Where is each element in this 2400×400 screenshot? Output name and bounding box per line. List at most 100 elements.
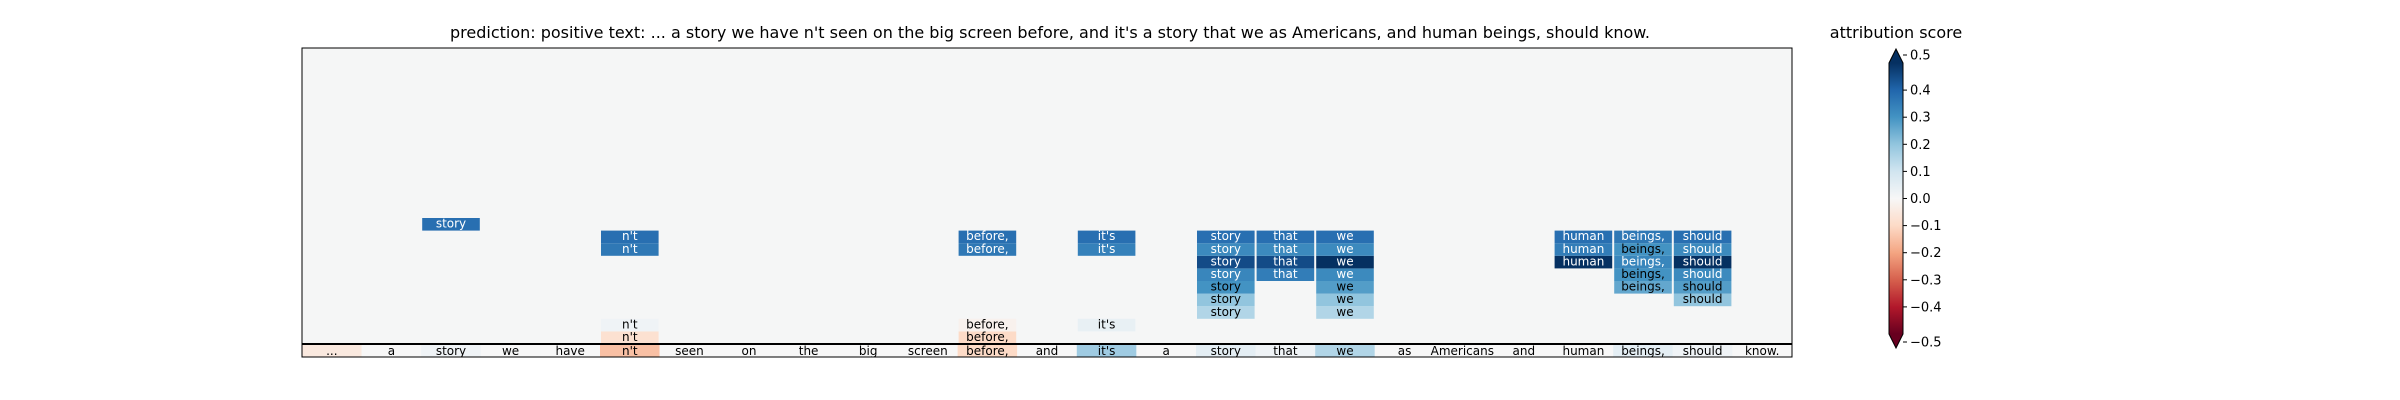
- attribution-cell: [1077, 230, 1136, 244]
- attribution-cell-label: should: [1683, 242, 1723, 256]
- attribution-cell: [1316, 243, 1374, 256]
- attribution-cell-label: beings,: [1621, 229, 1665, 243]
- attribution-cell-label: that: [1273, 229, 1298, 243]
- attribution-cell-label: n't: [622, 317, 638, 331]
- attribution-cell-label: story: [436, 217, 466, 231]
- attribution-cell-label: story: [1211, 229, 1241, 243]
- attribution-cell-label: it's: [1098, 229, 1116, 243]
- token-label: the: [799, 344, 819, 358]
- attribution-cell: [1256, 268, 1315, 281]
- token-label: and: [1036, 344, 1059, 358]
- attribution-cell: [1077, 318, 1136, 332]
- token-cell: [1553, 345, 1614, 357]
- attribution-cell: [1077, 243, 1136, 256]
- attribution-cell-label: n't: [622, 242, 638, 256]
- colorbar-tick-label: 0.2: [1910, 138, 1931, 153]
- attribution-cell: [1316, 306, 1374, 319]
- attribution-cell-label: story: [1211, 305, 1241, 319]
- attribution-cell-label: should: [1683, 292, 1723, 306]
- attribution-cell: [601, 318, 659, 332]
- attribution-cell: [1316, 293, 1374, 307]
- attribution-cell-label: beings,: [1621, 254, 1665, 268]
- attribution-cell-label: human: [1562, 242, 1604, 256]
- attribution-cell: [1554, 243, 1613, 256]
- attribution-cell: [1554, 255, 1613, 269]
- attribution-cell-label: before,: [966, 242, 1008, 256]
- attribution-cell-label: story: [1211, 292, 1241, 306]
- attribution-cell: [1197, 268, 1255, 281]
- attribution-cell: [958, 243, 1017, 256]
- token-cell: [1732, 345, 1792, 357]
- attribution-cell-label: we: [1336, 242, 1353, 256]
- attribution-cell-label: should: [1683, 229, 1723, 243]
- colorbar-tick-label: −0.3: [1910, 273, 1942, 288]
- token-cell: [1315, 345, 1375, 357]
- attribution-cell: [1316, 281, 1374, 294]
- token-cell: [480, 345, 541, 357]
- colorbar-gradient: [1889, 63, 1903, 334]
- colorbar-tick-label: 0.5: [1910, 49, 1931, 64]
- attribution-cell: [1316, 268, 1374, 281]
- attribution-cell-label: n't: [622, 229, 638, 243]
- attribution-cell-label: before,: [966, 229, 1008, 243]
- attribution-cell-label: we: [1336, 229, 1353, 243]
- colorbar-outline: [1888, 47, 1904, 350]
- attribution-cell-label: we: [1336, 280, 1353, 294]
- token-label: Americans,: [1431, 344, 1498, 358]
- token-label: as: [1398, 344, 1412, 358]
- token-label: we: [1336, 344, 1353, 358]
- token-cell: [1196, 345, 1256, 357]
- attribution-cell: [1256, 230, 1315, 244]
- token-label: and: [1513, 344, 1536, 358]
- attribution-cell-label: beings,: [1621, 280, 1665, 294]
- colorbar-label: attribution score: [1830, 23, 1962, 42]
- colorbar-tick-label: 0.0: [1910, 192, 1931, 207]
- attribution-cell: [1614, 230, 1672, 244]
- attribution-cell-label: we: [1336, 254, 1353, 268]
- attribution-cell-label: before,: [966, 330, 1008, 344]
- attribution-cell: [601, 230, 659, 244]
- colorbar-extend-top: [1889, 49, 1903, 63]
- token-cell: [1017, 345, 1077, 357]
- attribution-cell: [1673, 255, 1732, 269]
- attribution-cell: [958, 230, 1017, 244]
- token-label: ...: [326, 344, 337, 358]
- token-label: human: [1562, 344, 1604, 358]
- token-cell: [1136, 345, 1196, 357]
- token-label: know.: [1745, 344, 1779, 358]
- colorbar-tick-label: −0.2: [1910, 246, 1942, 261]
- token-cell: [302, 345, 362, 357]
- attribution-cell: [1614, 243, 1672, 256]
- token-label: before,: [966, 344, 1008, 358]
- attribution-cell: [601, 243, 659, 256]
- plot-background: [302, 48, 1792, 357]
- attribution-cell: [1614, 255, 1672, 269]
- attribution-cell: [601, 331, 659, 344]
- attribution-cell-label: should: [1683, 254, 1723, 268]
- attribution-cell-label: that: [1273, 242, 1298, 256]
- token-cell: [1374, 345, 1435, 357]
- token-label: seen: [675, 344, 704, 358]
- attribution-cell-label: that: [1273, 267, 1298, 281]
- token-cell: [1076, 345, 1137, 357]
- token-cell: [838, 345, 898, 357]
- attribution-cell: [1197, 281, 1255, 294]
- attribution-cell-label: before,: [966, 317, 1008, 331]
- token-cell: [600, 345, 660, 357]
- attribution-cell: [1256, 243, 1315, 256]
- attribution-cell: [1673, 268, 1732, 281]
- token-cell: [659, 345, 720, 357]
- attribution-cell: [1256, 255, 1315, 269]
- token-label: that: [1273, 344, 1298, 358]
- attribution-cell: [1673, 230, 1732, 244]
- attribution-cell: [1673, 281, 1732, 294]
- attribution-cell-label: that: [1273, 254, 1298, 268]
- attribution-cell-label: story: [1211, 254, 1241, 268]
- token-label: story: [1211, 344, 1241, 358]
- attribution-cell-label: story: [1211, 280, 1241, 294]
- token-cell: [898, 345, 958, 357]
- token-label: we: [502, 344, 519, 358]
- colorbar-tick-label: 0.3: [1910, 111, 1931, 126]
- chart-title: prediction: positive text: ... a story w…: [450, 23, 1650, 42]
